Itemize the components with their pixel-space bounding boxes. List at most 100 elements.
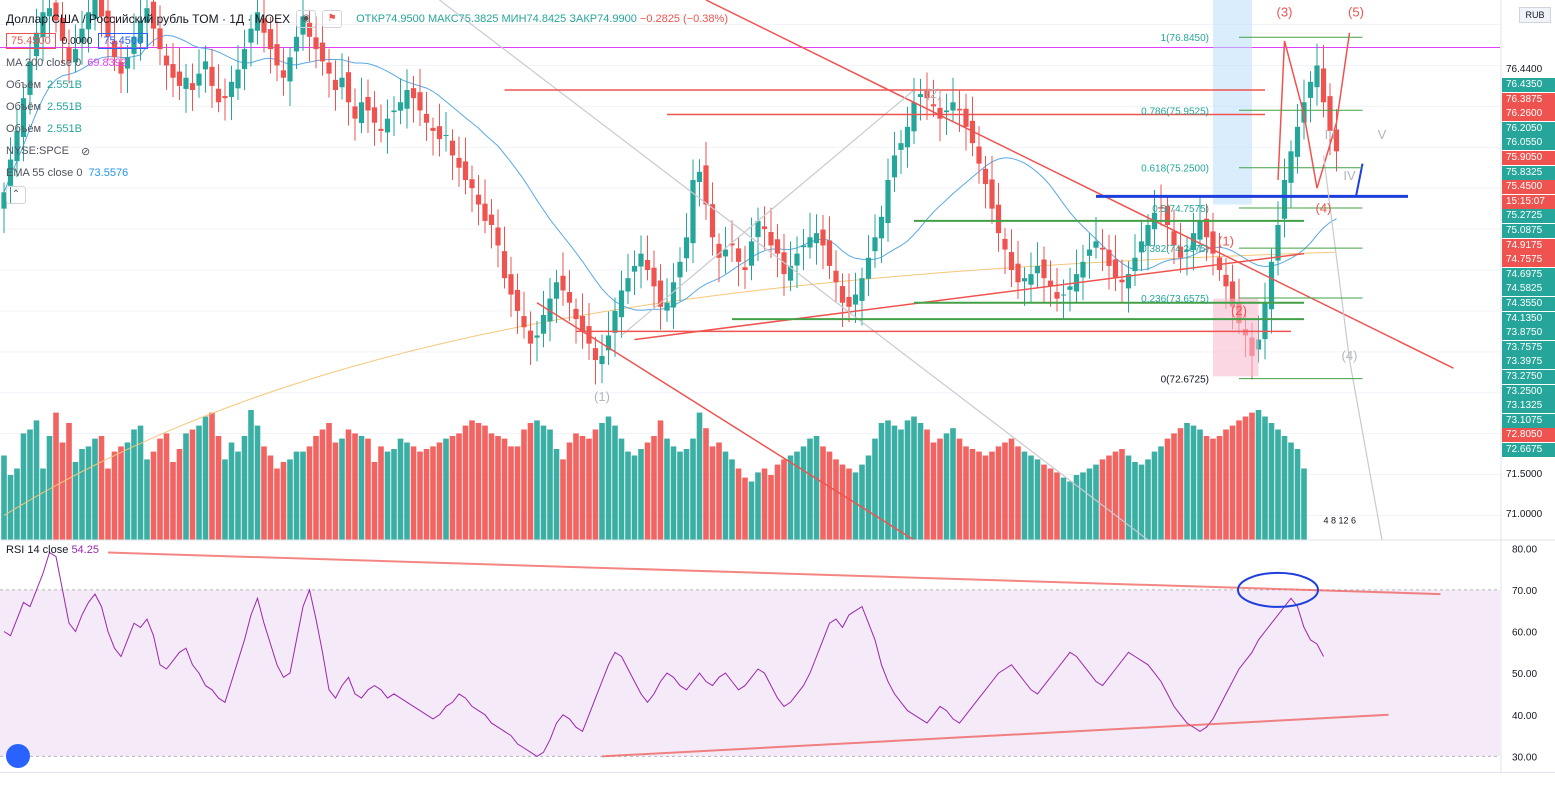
- candle-body: [267, 29, 274, 50]
- price-axis-label: 73.2750: [1502, 369, 1555, 384]
- price-axis-label: 73.7575: [1502, 340, 1555, 355]
- candle-body: [391, 110, 397, 113]
- candle-body: [514, 289, 521, 311]
- indicator-legend-row[interactable]: Объём 2.551B: [6, 118, 728, 140]
- currency-badge[interactable]: RUB: [1519, 7, 1551, 23]
- volume-bar: [215, 436, 222, 540]
- volume-bar: [241, 436, 248, 540]
- indicator-legend-row[interactable]: Объём 2.551B: [6, 96, 728, 118]
- grey-wave-line: [621, 89, 915, 336]
- indicator-label: Объём: [6, 79, 42, 91]
- indicator-legend-row[interactable]: Объём 2.551B: [6, 74, 728, 96]
- volume-bar: [1119, 449, 1125, 540]
- red-trendline: [705, 0, 1454, 369]
- candle-body: [53, 2, 59, 21]
- tradingview-logo-icon[interactable]: [6, 744, 30, 768]
- bid-box[interactable]: 75.4500: [6, 33, 56, 49]
- volume-bar: [1041, 464, 1047, 540]
- volume-bar: [872, 438, 878, 540]
- candle-body: [644, 260, 651, 270]
- volume-bar: [144, 459, 150, 540]
- volume-bar: [508, 446, 514, 540]
- candle-body: [722, 249, 729, 257]
- price-axis: 80.00 70.00 60.00 50.00 40.00 30.00: [1500, 0, 1537, 787]
- time-axis-strip[interactable]: [0, 772, 1555, 787]
- volume-bar: [150, 451, 157, 540]
- volume-bar: [222, 459, 228, 540]
- candle-body: [462, 161, 469, 180]
- candle-body: [865, 257, 872, 279]
- rsi-support-line: [601, 713, 1389, 758]
- ask-box[interactable]: 75.4500: [98, 33, 149, 49]
- candle-body: [787, 265, 794, 281]
- volume-bar: [787, 455, 794, 540]
- price-axis-label: 73.2500: [1502, 384, 1555, 399]
- ema55-path: [3, 34, 1337, 311]
- symbol-title[interactable]: Доллар США / Российский рубль TOM · 1Д ·…: [6, 12, 291, 26]
- candle-body: [1320, 68, 1327, 103]
- volume-bar: [267, 455, 274, 540]
- price-axis-label: 74.6975: [1502, 267, 1555, 282]
- volume-bar: [1164, 438, 1171, 540]
- chart-legend: Доллар США / Российский рубль TOM · 1Д ·…: [6, 8, 728, 206]
- volume-bar: [456, 433, 462, 540]
- candle-body: [800, 245, 807, 248]
- indicator-value: 69.8392: [87, 57, 127, 69]
- volume-bar: [176, 449, 183, 540]
- wave-label: (3): [1277, 4, 1293, 19]
- candle-body: [813, 233, 820, 244]
- wave-label: (5): [1348, 4, 1364, 19]
- flag-icon[interactable]: ⚑: [322, 10, 343, 28]
- volume-bar: [417, 451, 423, 540]
- volume-bar: [852, 472, 859, 540]
- volume-bar: [1190, 425, 1197, 540]
- rsi-axis-label: 80.00: [1512, 544, 1537, 555]
- volume-bar: [59, 442, 66, 540]
- candle-body: [1164, 205, 1171, 225]
- candle-body: [306, 22, 313, 37]
- volume-bar: [1203, 436, 1210, 540]
- candle-body: [1021, 278, 1028, 282]
- candle-body: [352, 106, 358, 119]
- candle-body: [917, 94, 924, 97]
- red-trendline-lower: [536, 302, 915, 541]
- wave-projection-grey: [1322, 155, 1383, 541]
- candle-body: [495, 227, 501, 246]
- volume-bar: [332, 442, 339, 540]
- volume-bar: [943, 433, 950, 540]
- candle-body: [469, 179, 475, 189]
- volume-bar: [1, 455, 7, 540]
- candle-body: [456, 157, 462, 168]
- volume-bar: [846, 468, 852, 540]
- alert-icon[interactable]: ◉: [296, 10, 317, 28]
- volume-bar: [976, 451, 982, 540]
- candle-body: [521, 316, 527, 328]
- candle-body: [1333, 129, 1340, 152]
- volume-bar: [1255, 410, 1262, 540]
- indicator-legend-row[interactable]: NYSE:SPCE ⊘: [6, 140, 728, 162]
- volume-bar: [1236, 420, 1242, 540]
- candle-body: [1067, 286, 1073, 290]
- candle-body: [1008, 252, 1015, 270]
- hidden-eye-icon[interactable]: ⊘: [80, 145, 91, 158]
- volume-bar: [859, 464, 865, 540]
- fib-level-label: 0(72.6725): [1161, 375, 1209, 386]
- candle-body: [72, 49, 79, 63]
- candle-body: [1177, 246, 1184, 258]
- volume-bar: [157, 438, 163, 540]
- candle-body: [92, 0, 98, 19]
- indicator-legend-row[interactable]: MA 200 close 0 69.8392: [6, 52, 728, 74]
- volume-bar: [1216, 436, 1223, 540]
- volume-bar: [384, 451, 391, 540]
- indicator-legend-row[interactable]: EMA 55 close 0 73.5576: [6, 162, 728, 184]
- collapse-legend-icon[interactable]: ⌃: [6, 186, 26, 204]
- volume-bar: [436, 442, 443, 540]
- volume-bar: [1099, 459, 1106, 540]
- candle-body: [443, 135, 449, 136]
- price-axis-label: 76.0550: [1502, 136, 1555, 151]
- candle-body: [1138, 241, 1145, 253]
- volume-bar: [878, 423, 885, 540]
- candle-body: [878, 216, 885, 239]
- volume-bar: [443, 438, 449, 540]
